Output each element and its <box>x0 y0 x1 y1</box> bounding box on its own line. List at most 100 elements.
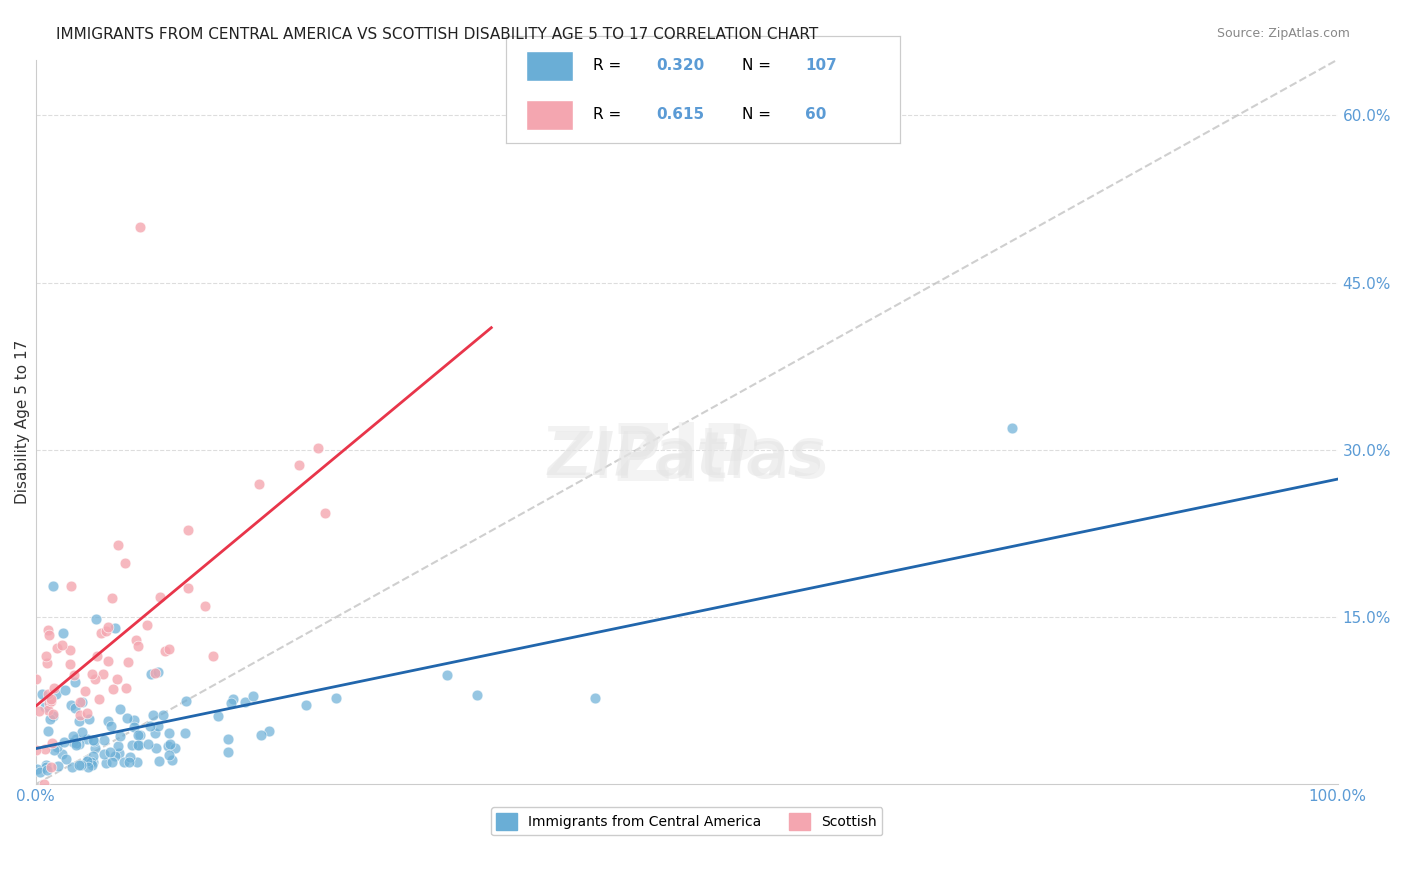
Point <box>177 581 200 595</box>
Point <box>77 753 100 767</box>
Point <box>77 760 100 774</box>
Point <box>59 657 82 672</box>
Point <box>128 738 150 752</box>
Point <box>101 591 124 606</box>
Point <box>121 738 143 752</box>
Point <box>42 709 65 723</box>
Point <box>217 731 239 746</box>
Point <box>77 712 100 726</box>
Point <box>114 556 136 570</box>
Point <box>51 626 73 640</box>
Point <box>129 728 152 742</box>
Point <box>59 642 82 657</box>
Text: N =: N = <box>742 107 776 122</box>
Text: ZIPatlas: ZIPatlas <box>544 424 830 492</box>
Point <box>105 672 128 686</box>
Point <box>141 708 163 723</box>
Point <box>45 687 67 701</box>
Point <box>118 755 141 769</box>
Point <box>62 735 84 749</box>
Point <box>62 667 84 681</box>
Point <box>25 672 48 686</box>
Point <box>44 681 66 696</box>
Point <box>135 617 157 632</box>
Text: ZIPatlas: ZIPatlas <box>548 429 825 488</box>
Point <box>94 624 117 639</box>
Point <box>112 755 135 769</box>
Text: 107: 107 <box>806 58 837 73</box>
Text: R =: R = <box>593 58 626 73</box>
Point <box>101 755 124 769</box>
Point <box>53 683 76 698</box>
Point <box>62 729 84 743</box>
Point <box>98 745 121 759</box>
Point <box>143 665 166 680</box>
Point <box>104 748 127 763</box>
Point <box>37 764 59 778</box>
Point <box>97 714 120 728</box>
Point <box>127 738 149 752</box>
Point <box>60 760 83 774</box>
Point <box>122 713 145 727</box>
Text: ZIP: ZIP <box>613 419 761 497</box>
Point <box>176 523 198 537</box>
Text: 0.320: 0.320 <box>655 58 704 73</box>
Point <box>67 738 90 752</box>
Text: IMMIGRANTS FROM CENTRAL AMERICA VS SCOTTISH DISABILITY AGE 5 TO 17 CORRELATION C: IMMIGRANTS FROM CENTRAL AMERICA VS SCOTT… <box>56 27 818 42</box>
Point <box>127 639 149 653</box>
Point <box>174 726 197 740</box>
Point <box>153 643 176 657</box>
Point <box>219 696 242 710</box>
Point <box>86 648 108 663</box>
Point <box>100 719 122 733</box>
Point <box>35 760 58 774</box>
Point <box>80 758 103 772</box>
Point <box>436 668 458 682</box>
Point <box>247 477 270 491</box>
Point <box>83 734 105 748</box>
Point <box>207 709 229 723</box>
Point <box>156 739 179 753</box>
Point <box>307 441 329 455</box>
Point <box>82 748 104 763</box>
Point <box>157 642 180 657</box>
Point <box>76 706 98 721</box>
Point <box>143 725 166 739</box>
Point <box>82 755 104 769</box>
Point <box>82 666 104 681</box>
Point <box>108 746 131 760</box>
Point <box>101 681 124 696</box>
Point <box>65 731 87 746</box>
Point <box>1001 420 1024 434</box>
Point <box>325 690 347 705</box>
Point <box>152 708 174 723</box>
Point <box>38 691 60 706</box>
Point <box>159 737 181 751</box>
Point <box>37 623 59 637</box>
Point <box>76 732 98 747</box>
Point <box>139 667 162 681</box>
Point <box>583 691 606 706</box>
Point <box>80 755 103 769</box>
Point <box>117 655 139 669</box>
Point <box>128 219 150 234</box>
Point <box>148 665 170 679</box>
Point <box>93 732 115 747</box>
Text: N =: N = <box>742 58 776 73</box>
Point <box>39 692 62 706</box>
Point <box>96 756 118 771</box>
Point <box>108 729 131 743</box>
Point <box>39 712 62 726</box>
Point <box>250 728 273 742</box>
Point <box>97 654 120 668</box>
Point <box>117 711 139 725</box>
Text: 0.615: 0.615 <box>655 107 704 122</box>
Legend: Immigrants from Central America, Scottish: Immigrants from Central America, Scottis… <box>491 807 883 836</box>
Point <box>90 626 112 640</box>
Y-axis label: Disability Age 5 to 17: Disability Age 5 to 17 <box>15 340 30 504</box>
Point <box>465 688 488 702</box>
Point <box>159 726 181 740</box>
Point <box>83 740 105 755</box>
Point <box>32 777 55 791</box>
Point <box>89 692 111 706</box>
